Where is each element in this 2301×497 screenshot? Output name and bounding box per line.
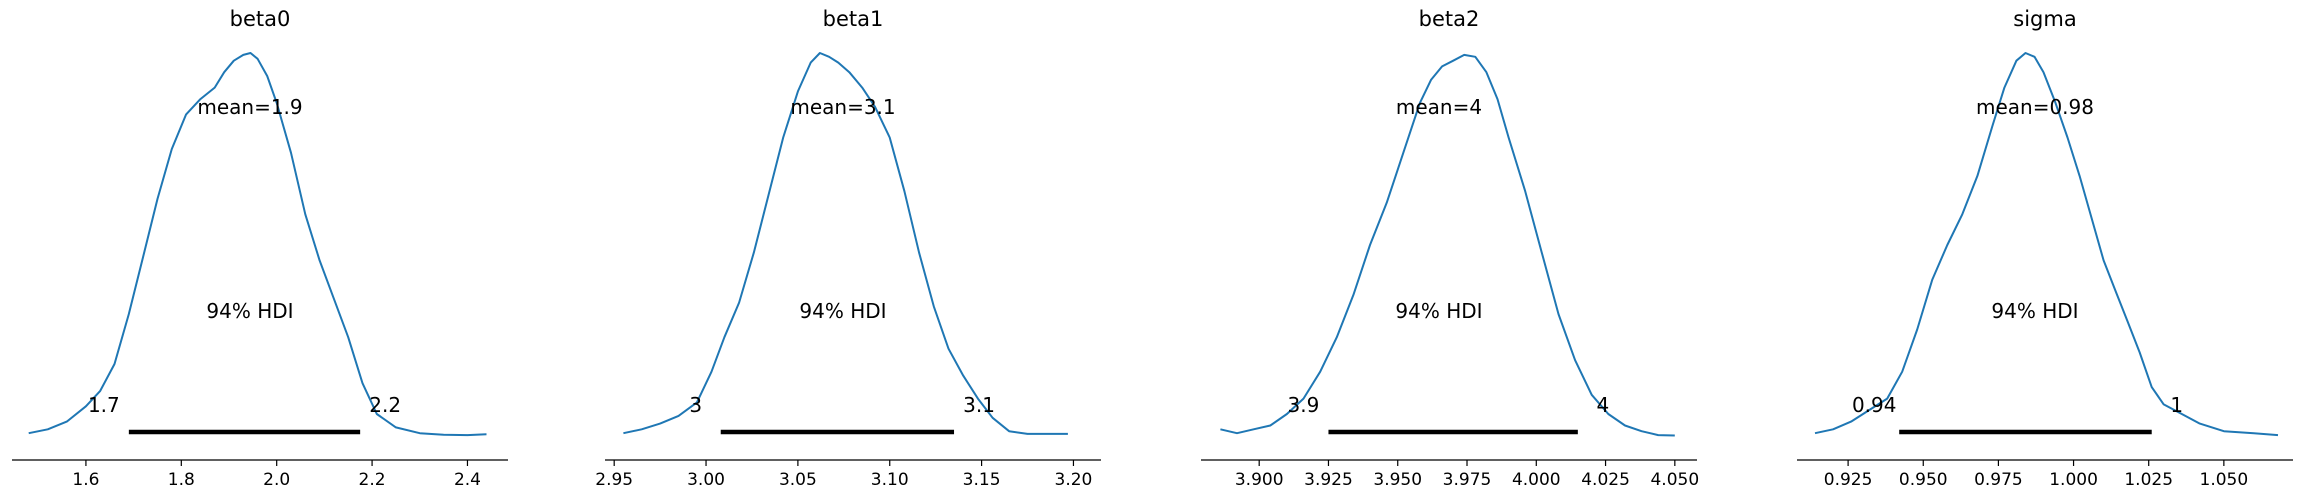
x-tick-label: 0.950 <box>1899 470 1948 490</box>
hdi-label: 94% HDI <box>1991 299 2078 323</box>
mean-label: mean=1.9 <box>197 95 302 119</box>
x-tick-label: 1.025 <box>2124 470 2173 490</box>
density-line <box>28 52 487 437</box>
x-tick-label: 1.050 <box>2200 470 2249 490</box>
x-tick-label: 3.925 <box>1304 470 1353 490</box>
panel-title: beta1 <box>823 7 884 31</box>
panel-beta0: beta0 mean=1.9 94% HDI 1.7 2.2 1.6 1.8 2.0 2.2 2.… <box>12 7 508 490</box>
panel-title: beta0 <box>230 7 291 31</box>
panel-title: sigma <box>2013 7 2076 31</box>
hdi-low-label: 0.94 <box>1852 393 1897 417</box>
density-line <box>623 52 1068 435</box>
x-tick-label: 2.95 <box>595 470 633 490</box>
x-tick-label: 2.0 <box>263 470 290 490</box>
hdi-low-label: 3 <box>689 393 702 417</box>
x-tick-label: 3.05 <box>779 470 817 490</box>
density-line <box>1220 53 1675 437</box>
panel-beta2: beta2 mean=4 94% HDI 3.9 4 3.900 3.925 3.950 3.9… <box>1201 7 1699 490</box>
x-tick-label: 0.975 <box>1974 470 2023 490</box>
hdi-low-label: 3.9 <box>1288 393 1320 417</box>
x-tick-label: 1.8 <box>168 470 195 490</box>
x-tick-label: 4.000 <box>1512 470 1561 490</box>
hdi-high-label: 1 <box>2170 393 2183 417</box>
x-tick-label: 3.20 <box>1055 470 1093 490</box>
hdi-high-label: 3.1 <box>963 393 995 417</box>
x-tick-label: 3.10 <box>871 470 909 490</box>
hdi-low-label: 1.7 <box>88 393 120 417</box>
x-tick-label: 1.000 <box>2049 470 2098 490</box>
x-tick-label: 3.15 <box>963 470 1001 490</box>
x-tick-label: 3.950 <box>1373 470 1422 490</box>
x-tick-label: 1.6 <box>72 470 99 490</box>
x-tick-label: 3.00 <box>687 470 725 490</box>
mean-label: mean=4 <box>1396 95 1482 119</box>
x-tick-label: 4.050 <box>1650 470 1699 490</box>
x-tick-label: 4.025 <box>1581 470 1630 490</box>
hdi-high-label: 4 <box>1596 393 1609 417</box>
x-tick-label: 3.975 <box>1443 470 1492 490</box>
mean-label: mean=3.1 <box>790 95 895 119</box>
hdi-label: 94% HDI <box>206 299 293 323</box>
panel-title: beta2 <box>1419 7 1480 31</box>
x-tick-label: 3.900 <box>1235 470 1284 490</box>
mean-label: mean=0.98 <box>1976 95 2094 119</box>
x-tick-label: 0.925 <box>1824 470 1873 490</box>
hdi-high-label: 2.2 <box>369 393 401 417</box>
x-tick-label: 2.2 <box>359 470 386 490</box>
density-line <box>1814 52 2279 437</box>
hdi-label: 94% HDI <box>799 299 886 323</box>
hdi-label: 94% HDI <box>1395 299 1482 323</box>
x-tick-label: 2.4 <box>454 470 481 490</box>
panel-sigma: sigma mean=0.98 94% HDI 0.94 1 0.925 0.950 0.97… <box>1797 7 2293 490</box>
panel-beta1: beta1 mean=3.1 94% HDI 3 3.1 2.95 3.00 3.05 3.10… <box>595 7 1101 490</box>
